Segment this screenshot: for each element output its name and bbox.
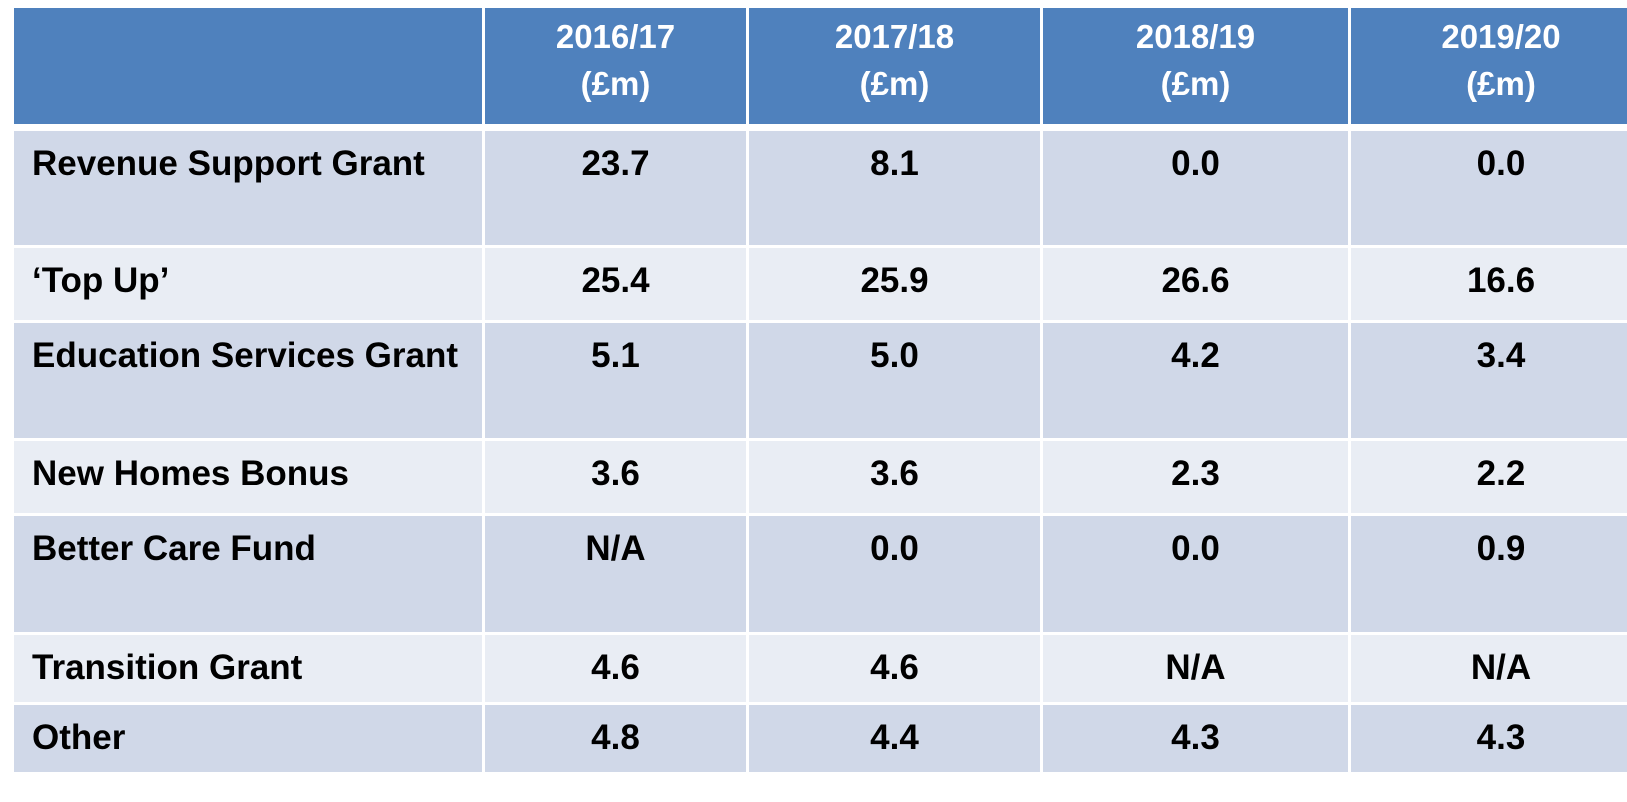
row-label: Education Services Grant [14, 323, 482, 438]
value-cell: 0.0 [749, 516, 1040, 632]
header-cell: 2017/18 (£m) [749, 8, 1040, 124]
value-cell: 3.6 [485, 441, 746, 513]
row-label: Transition Grant [14, 635, 482, 702]
value-cell: 4.2 [1043, 323, 1348, 438]
value-cell: 4.4 [749, 705, 1040, 772]
value-cell: 5.0 [749, 323, 1040, 438]
value-cell: 25.4 [485, 248, 746, 320]
value-cell: 0.9 [1351, 516, 1627, 632]
value-cell: 2.3 [1043, 441, 1348, 513]
header-cell: 2018/19 (£m) [1043, 8, 1348, 124]
value-cell: 0.0 [1043, 131, 1348, 245]
value-cell: 26.6 [1043, 248, 1348, 320]
value-cell: 4.8 [485, 705, 746, 772]
value-cell: 3.4 [1351, 323, 1627, 438]
value-cell: 4.3 [1351, 705, 1627, 772]
value-cell: 8.1 [749, 131, 1040, 245]
header-cell [14, 8, 482, 124]
value-cell: N/A [1043, 635, 1348, 702]
value-cell: N/A [1351, 635, 1627, 702]
value-cell: 4.6 [749, 635, 1040, 702]
value-cell: 16.6 [1351, 248, 1627, 320]
row-label: Better Care Fund [14, 516, 482, 632]
value-cell: 5.1 [485, 323, 746, 438]
value-cell: 0.0 [1043, 516, 1348, 632]
value-cell: 3.6 [749, 441, 1040, 513]
row-label: New Homes Bonus [14, 441, 482, 513]
value-cell: 4.3 [1043, 705, 1348, 772]
value-cell: 4.6 [485, 635, 746, 702]
value-cell: 25.9 [749, 248, 1040, 320]
row-label: Revenue Support Grant [14, 131, 482, 245]
row-label: ‘Top Up’ [14, 248, 482, 320]
header-cell: 2016/17 (£m) [485, 8, 746, 124]
value-cell: 0.0 [1351, 131, 1627, 245]
value-cell: N/A [485, 516, 746, 632]
header-cell: 2019/20 (£m) [1351, 8, 1627, 124]
value-cell: 2.2 [1351, 441, 1627, 513]
row-label: Other [14, 705, 482, 772]
value-cell: 23.7 [485, 131, 746, 245]
